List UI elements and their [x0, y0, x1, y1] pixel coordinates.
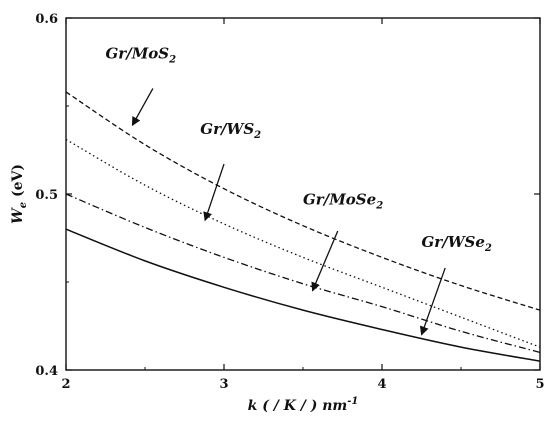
x-tick-label: 2	[61, 377, 70, 392]
y-axis-label: We (eV)	[10, 164, 29, 224]
annotations: Gr/MoS2 Gr/WS2 Gr/MoSe2 Gr/WSe2	[106, 44, 492, 336]
annotation-arrow-gr-mos2	[131, 88, 154, 127]
annotation-arrow-gr-wse2	[419, 267, 446, 336]
series-line-gr-mos2	[65, 91, 541, 311]
annotation-arrow-gr-mose2	[311, 230, 339, 292]
x-axis-label: k ( / K / ) nm-1	[248, 396, 359, 414]
annotation-label-gr-mos2: Gr/MoS2	[106, 44, 177, 65]
series-line-gr-wse2	[65, 228, 541, 362]
annotation-label-gr-wse2: Gr/WSe2	[422, 233, 492, 254]
annotation-label-gr-mose2: Gr/MoSe2	[303, 191, 383, 212]
y-tick-label: 0.6	[35, 12, 58, 27]
x-tick-label: 5	[535, 377, 544, 392]
x-tick-label: 4	[377, 377, 386, 392]
y-tick-label: 0.4	[35, 364, 58, 379]
plot-area	[65, 91, 541, 362]
x-tick-label: 3	[219, 377, 228, 392]
annotation-label-gr-ws2: Gr/WS2	[200, 120, 261, 141]
series-line-gr-mose2	[65, 193, 541, 354]
annotation-arrow-gr-ws2	[203, 163, 225, 222]
axis-labels: k ( / K / ) nm-1 We (eV)	[10, 164, 358, 414]
series-line-gr-ws2	[65, 138, 541, 348]
axes: 2 3 4 5 0.4 0.5 0.6	[35, 12, 544, 392]
y-tick-label: 0.5	[35, 188, 58, 203]
